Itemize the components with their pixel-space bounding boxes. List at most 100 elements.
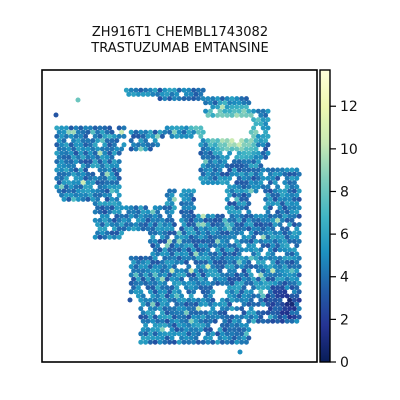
heatmap-spot [99, 213, 105, 219]
heatmap-spot [263, 146, 269, 152]
heatmap-spot [275, 318, 281, 324]
heatmap-spot [198, 276, 204, 282]
heatmap-spot [224, 306, 230, 312]
heatmap-spot [59, 175, 65, 181]
heatmap-spot [169, 217, 175, 223]
heatmap-spot [265, 276, 271, 282]
heatmap-spot [80, 163, 86, 169]
heatmap-spot [241, 159, 247, 165]
heatmap-spot [255, 251, 261, 257]
heatmap-spot [243, 104, 249, 110]
heatmap-spot [128, 146, 134, 152]
heatmap-spot [150, 259, 156, 265]
heatmap-spot [176, 238, 182, 244]
heatmap-spot [181, 331, 187, 337]
heatmap-spot [107, 201, 113, 207]
heatmap-spot [157, 314, 163, 320]
heatmap-spot [260, 108, 266, 114]
heatmap-spot [195, 96, 201, 102]
heatmap-spot [272, 255, 278, 261]
heatmap-spot [157, 280, 163, 286]
heatmap-spot [126, 217, 132, 223]
heatmap-spot [68, 167, 74, 173]
heatmap-spot [169, 335, 175, 341]
heatmap-spot [203, 259, 209, 265]
heatmap-spot [219, 171, 225, 177]
heatmap-spot [205, 138, 211, 144]
heatmap-spot [251, 285, 257, 291]
heatmap-spot [258, 121, 264, 127]
heatmap-spot [119, 230, 125, 236]
heatmap-spot [239, 280, 245, 286]
heatmap-spot [251, 301, 257, 307]
heatmap-spot [219, 331, 225, 337]
heatmap-spot [116, 167, 122, 173]
heatmap-spot [171, 272, 177, 278]
heatmap-spot [167, 322, 173, 328]
heatmap-spot [246, 108, 252, 114]
heatmap-spot [128, 129, 134, 135]
heatmap-spot [236, 276, 242, 282]
heatmap-spot [219, 96, 225, 102]
heatmap-spot [212, 243, 218, 249]
heatmap-spot [248, 238, 254, 244]
heatmap-spot [133, 146, 139, 152]
heatmap-spot [255, 318, 261, 324]
heatmap-spot [152, 230, 158, 236]
heatmap-spot [171, 297, 177, 303]
heatmap-spot [234, 322, 240, 328]
heatmap-spot [53, 112, 59, 118]
heatmap-spot [291, 297, 297, 303]
heatmap-spot [87, 125, 93, 131]
heatmap-spot [191, 129, 197, 135]
heatmap-spot [56, 154, 62, 160]
heatmap-spot [215, 238, 221, 244]
heatmap-spot [275, 167, 281, 173]
heatmap-spot [234, 306, 240, 312]
heatmap-spot [212, 226, 218, 232]
heatmap-spot [289, 259, 295, 265]
heatmap-spot [155, 133, 161, 139]
heatmap-spot [205, 154, 211, 160]
heatmap-spot [284, 217, 290, 223]
heatmap-spot [66, 171, 72, 177]
heatmap-spot [191, 188, 197, 194]
heatmap-spot [176, 129, 182, 135]
heatmap-spot [239, 154, 245, 160]
heatmap-spot [227, 318, 233, 324]
heatmap-spot [224, 238, 230, 244]
heatmap-spot [169, 91, 175, 97]
heatmap-spot [109, 222, 115, 228]
heatmap-spot [174, 91, 180, 97]
heatmap-spot [267, 264, 273, 270]
heatmap-spot [169, 209, 175, 215]
heatmap-spot [92, 175, 98, 181]
heatmap-spot [265, 209, 271, 215]
colorbar-tick-label: 8 [340, 184, 349, 200]
heatmap-spot [243, 331, 249, 337]
heatmap-spot [104, 146, 110, 152]
heatmap-spot [231, 167, 237, 173]
heatmap-spot [176, 272, 182, 278]
heatmap-spot [258, 247, 264, 253]
heatmap-spot [291, 247, 297, 253]
heatmap-spot [215, 272, 221, 278]
heatmap-spot [155, 318, 161, 324]
heatmap-spot [191, 222, 197, 228]
heatmap-spot [215, 339, 221, 345]
heatmap-spot [169, 285, 175, 291]
heatmap-spot [123, 205, 129, 211]
heatmap-spot [287, 171, 293, 177]
heatmap-spot [176, 96, 182, 102]
heatmap-spot [205, 331, 211, 337]
heatmap-spot [239, 306, 245, 312]
heatmap-spot [241, 276, 247, 282]
heatmap-spot [282, 289, 288, 295]
heatmap-spot [68, 150, 74, 156]
heatmap-spot [243, 180, 249, 186]
heatmap-spot [200, 264, 206, 270]
heatmap-spot [155, 268, 161, 274]
heatmap-spot [294, 243, 300, 249]
heatmap-spot [239, 96, 245, 102]
heatmap-spot [71, 196, 77, 202]
